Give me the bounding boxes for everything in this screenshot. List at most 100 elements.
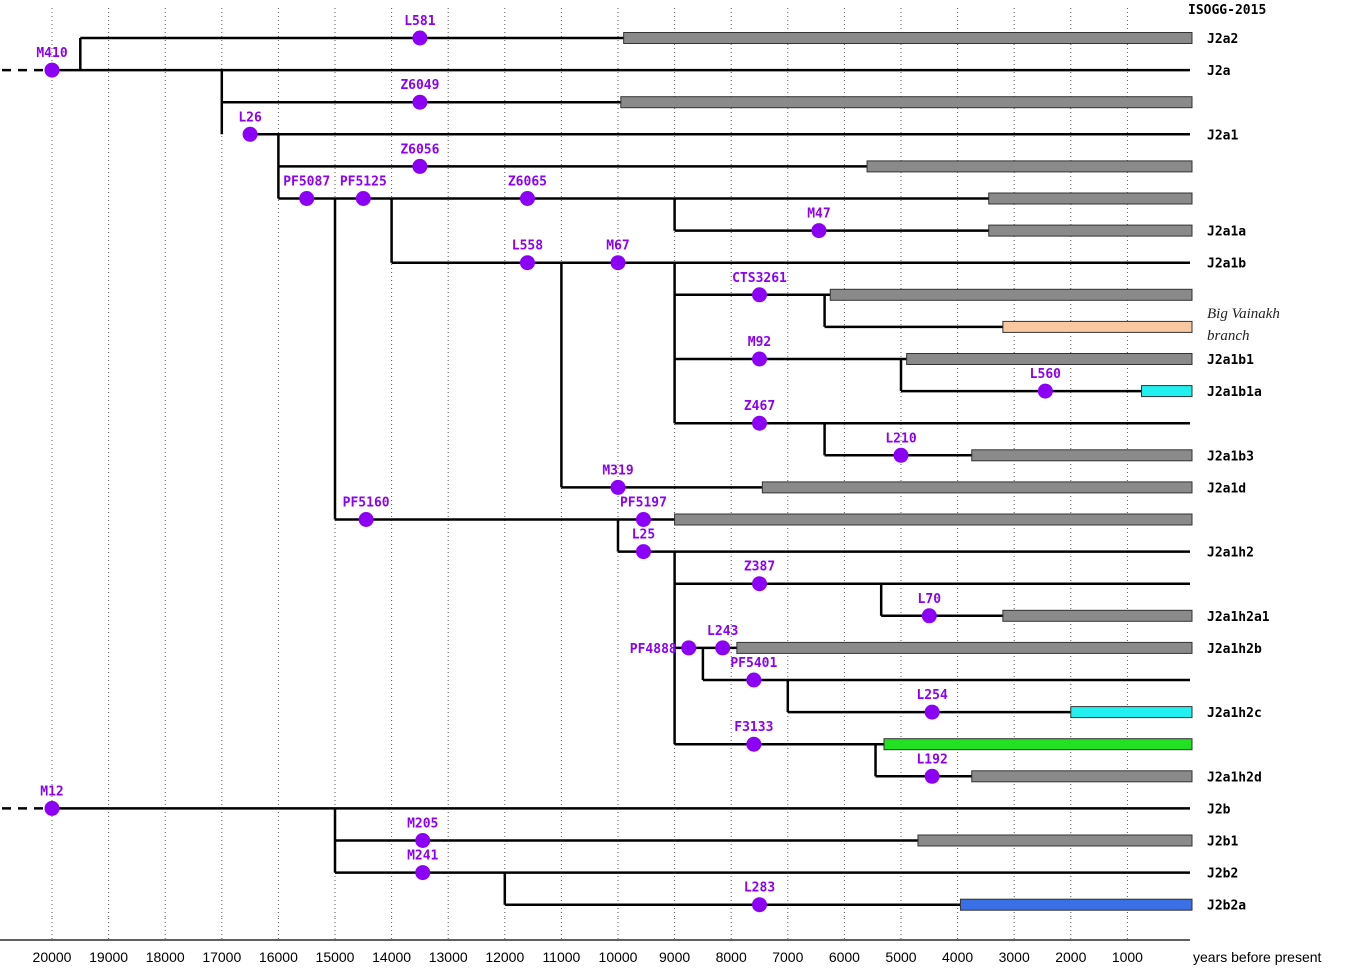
age-bar-row-8 [829, 288, 1193, 301]
age-bar-row-9 [1002, 320, 1193, 333]
snp-label-f3133: F3133 [734, 720, 773, 735]
snp-node-m92 [752, 351, 767, 367]
snp-label-pf5197: PF5197 [620, 496, 667, 511]
tick-label-8000: 8000 [716, 949, 747, 965]
snp-label-m241: M241 [407, 849, 438, 864]
age-bar-row-14 [761, 481, 1193, 494]
snp-label-pf5160: PF5160 [343, 496, 390, 511]
snp-node-l243 [715, 640, 731, 656]
age-bar-row-0 [623, 32, 1193, 44]
snp-label-l283: L283 [744, 881, 775, 896]
haplogroup-label-j2a1a: J2a1a [1207, 225, 1246, 240]
snp-label-l210: L210 [885, 431, 916, 446]
haplogroup-label-j2a1b1: J2a1b1 [1207, 353, 1254, 368]
age-bar-row-13 [971, 449, 1193, 462]
snp-node-z6049 [412, 94, 428, 110]
haplogroup-label-j2a1h2a1: J2a1h2a1 [1207, 610, 1270, 625]
snp-label-cts3261: CTS3261 [732, 271, 787, 286]
age-bar-row-18 [1002, 609, 1193, 622]
tick-label-11000: 11000 [542, 949, 580, 965]
haplogroup-label-j2b2a: J2b2a [1207, 899, 1246, 914]
big-vainakh-note-line2: branch [1207, 328, 1250, 344]
snp-label-l558: L558 [512, 239, 543, 254]
snp-node-l581 [412, 30, 428, 46]
snp-nodes: L581 M410 Z6049 L26 Z6056 PF5087 PF5125 Z6065 M4… [36, 14, 1061, 913]
snp-label-l581: L581 [404, 14, 435, 29]
haplogroup-label-j2a1d: J2a1d [1207, 481, 1246, 496]
snp-label-z6056: Z6056 [400, 142, 439, 157]
tick-label-20000: 20000 [33, 949, 72, 965]
tick-label-14000: 14000 [372, 949, 411, 965]
snp-node-m319 [610, 479, 626, 495]
tick-label-7000: 7000 [772, 949, 803, 965]
snp-label-l192: L192 [916, 752, 947, 767]
haplogroup-label-j2a1b: J2a1b [1207, 257, 1246, 272]
snp-node-m12 [44, 800, 60, 816]
haplogroup-label-j2a1b1a: J2a1b1a [1207, 385, 1262, 400]
snp-node-l26 [242, 126, 258, 142]
age-bar-row-25 [917, 834, 1193, 847]
header-label: ISOGG-2015 [1188, 3, 1266, 18]
haplogroup-label-j2b1: J2b1 [1207, 835, 1238, 850]
tick-label-3000: 3000 [999, 949, 1030, 965]
tick-label-16000: 16000 [259, 949, 298, 965]
tick-label-2000: 2000 [1055, 949, 1086, 965]
age-bar-row-23 [971, 770, 1193, 783]
snp-label-l26: L26 [238, 110, 262, 125]
snp-node-m47 [811, 223, 827, 239]
snp-node-pf4888 [681, 640, 697, 656]
snp-node-m410 [44, 62, 60, 78]
snp-node-cts3261 [752, 287, 767, 303]
snp-node-z387 [752, 576, 767, 592]
snp-node-l192 [924, 768, 940, 784]
snp-node-z467 [752, 415, 767, 431]
tick-label-19000: 19000 [89, 949, 128, 965]
haplogroup-label-j2a1h2d: J2a1h2d [1207, 770, 1262, 785]
snp-label-pf5401: PF5401 [730, 656, 777, 671]
tick-label-12000: 12000 [485, 949, 524, 965]
snp-label-m47: M47 [807, 207, 830, 222]
axis-title: years before present [1193, 949, 1322, 965]
haplogroup-labels: ISOGG-2015 Big Vainakh branch J2a2 J2a J2a… [1188, 3, 1280, 914]
tick-label-6000: 6000 [829, 949, 860, 965]
haplogroup-label-j2a1h2b: J2a1h2b [1207, 642, 1262, 657]
haplogroup-label-j2a2: J2a2 [1207, 32, 1238, 47]
tick-label-5000: 5000 [885, 949, 916, 965]
snp-label-l560: L560 [1030, 367, 1061, 382]
snp-label-z6065: Z6065 [508, 175, 547, 190]
age-bars [620, 32, 1193, 911]
haplogroup-label-j2a1: J2a1 [1207, 128, 1238, 143]
snp-node-l283 [752, 897, 767, 913]
snp-label-l25: L25 [632, 528, 655, 543]
tick-label-9000: 9000 [659, 949, 690, 965]
snp-label-z467: Z467 [744, 399, 775, 414]
snp-label-z6049: Z6049 [400, 78, 439, 93]
age-bar-row-2 [620, 96, 1193, 109]
haplogroup-label-j2a1h2: J2a1h2 [1207, 546, 1254, 561]
age-bar-row-10 [906, 353, 1193, 365]
time-axis: years before present 20000 19000 18000 1700… [0, 918, 1322, 965]
age-bar-row-22 [883, 738, 1193, 751]
snp-node-pf5197 [635, 512, 651, 527]
snp-label-l70: L70 [918, 592, 942, 607]
snp-node-l70 [921, 608, 937, 624]
age-bar-row-21 [1070, 706, 1193, 719]
tick-label-10000: 10000 [599, 949, 638, 965]
age-bar-row-4 [866, 160, 1193, 173]
age-bar-row-6 [988, 224, 1193, 237]
tick-label-4000: 4000 [942, 949, 973, 965]
snp-node-z6056 [412, 158, 428, 174]
tick-label-15000: 15000 [316, 949, 355, 965]
snp-node-pf5401 [746, 672, 762, 688]
age-bar-row-27 [959, 898, 1193, 911]
snp-label-pf5125: PF5125 [340, 175, 387, 190]
snp-node-l210 [893, 447, 909, 463]
snp-node-m205 [415, 833, 431, 848]
age-bar-row-11 [1141, 385, 1193, 398]
age-bar-row-15 [674, 513, 1193, 526]
snp-node-f3133 [746, 736, 762, 752]
haplogroup-label-j2a: J2a [1207, 64, 1231, 79]
haplogroup-label-j2a1b3: J2a1b3 [1207, 449, 1254, 464]
snp-label-m92: M92 [748, 335, 771, 350]
tick-label-18000: 18000 [146, 949, 185, 965]
